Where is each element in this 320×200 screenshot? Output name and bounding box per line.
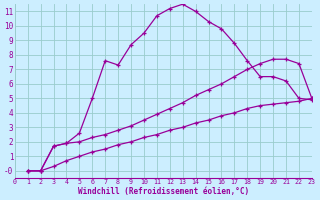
X-axis label: Windchill (Refroidissement éolien,°C): Windchill (Refroidissement éolien,°C) xyxy=(78,187,249,196)
